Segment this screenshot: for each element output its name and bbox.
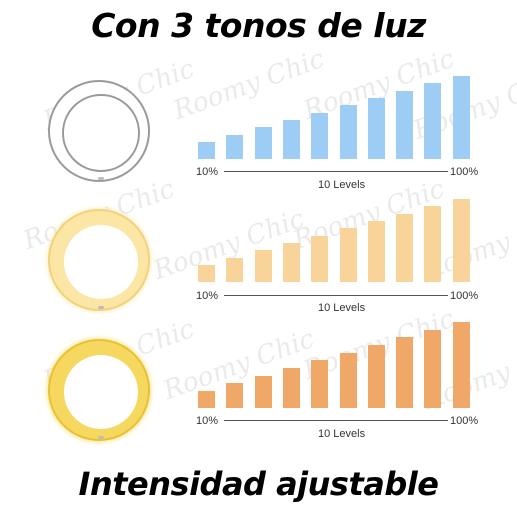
brightness-level-bar [226, 257, 244, 282]
brightness-level-bar [367, 98, 385, 159]
brightness-level-bar [339, 228, 357, 282]
brightness-level-bar [311, 112, 329, 159]
brightness-level-bar [424, 329, 442, 408]
white-ring-light-icon [48, 80, 150, 182]
axis-line [224, 295, 448, 296]
ring-center [62, 94, 140, 172]
page-subtitle: Intensidad ajustable [78, 465, 439, 503]
axis-min-label: 10% [196, 415, 219, 427]
axis-min-label: 10% [196, 290, 219, 302]
brightness-level-bar [367, 221, 385, 282]
neutral-ring-light-icon [48, 209, 150, 311]
brightness-level-bar [452, 76, 470, 159]
brightness-level-bar [254, 250, 272, 282]
brightness-level-bar [424, 83, 442, 159]
brightness-level-bar [339, 352, 357, 408]
page-title: Con 3 tonos de luz [91, 6, 426, 45]
brightness-level-bar [198, 391, 215, 408]
brightness-level-bar [339, 105, 357, 159]
brightness-level-bar [282, 120, 300, 159]
brightness-level-bar [282, 368, 300, 408]
ring-clip [98, 177, 104, 180]
ring-center [64, 225, 138, 299]
brightness-level-bar [452, 199, 470, 282]
brightness-level-bar [396, 213, 414, 282]
brightness-level-bar [226, 134, 244, 159]
ring-clip [98, 436, 104, 439]
axis-caption: 10 Levels [318, 179, 366, 191]
brightness-level-bar [367, 345, 385, 408]
axis-caption: 10 Levels [318, 302, 366, 314]
brightness-level-bar [254, 127, 272, 159]
brightness-level-bar [282, 243, 300, 282]
axis-max-label: 100% [450, 166, 479, 178]
ring-clip [98, 306, 104, 309]
watermark-text: Roomy Chic [169, 43, 329, 127]
brightness-level-bar [198, 142, 215, 159]
brightness-level-bar [452, 322, 470, 408]
brightness-level-bar [396, 90, 414, 159]
axis-max-label: 100% [450, 290, 479, 302]
axis-line [224, 171, 448, 172]
brightness-level-bar [198, 265, 215, 282]
axis-min-label: 10% [196, 166, 219, 178]
warm-ring-light-icon [48, 339, 150, 441]
brightness-level-bar [311, 360, 329, 408]
brightness-level-bar [311, 235, 329, 282]
ring-center [64, 355, 138, 429]
axis-line [224, 420, 448, 421]
brightness-level-bar [396, 337, 414, 408]
axis-caption: 10 Levels [318, 428, 366, 440]
axis-max-label: 100% [450, 415, 479, 427]
brightness-level-bar [254, 375, 272, 408]
brightness-level-bar [226, 383, 244, 408]
brightness-level-bar [424, 206, 442, 282]
